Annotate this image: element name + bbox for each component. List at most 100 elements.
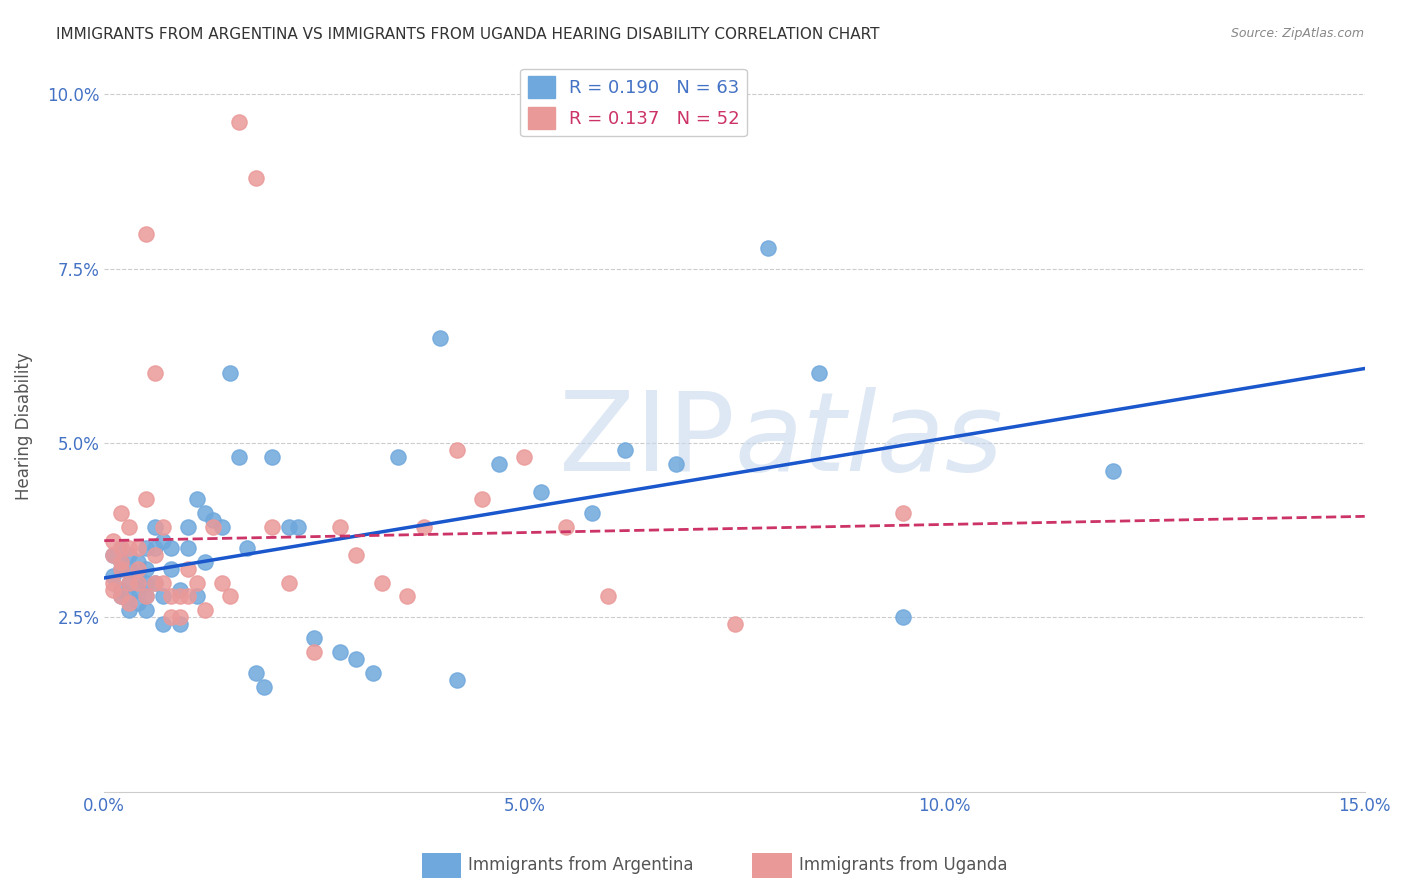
Text: ZIP: ZIP [558,387,734,494]
Point [110,590,132,604]
Point [118,603,141,617]
Point [110,506,132,520]
Text: Source: ZipAtlas.com: Source: ZipAtlas.com [1230,27,1364,40]
Point [891,506,914,520]
Legend: R = 0.190   N = 63, R = 0.137   N = 52: R = 0.190 N = 63, R = 0.137 N = 52 [520,69,747,136]
Point [891,610,914,624]
Point [202,520,225,534]
Point [160,610,183,624]
Point [143,367,166,381]
Point [488,457,510,471]
Point [118,541,141,555]
Point [177,561,200,575]
Point [361,666,384,681]
Text: atlas: atlas [734,387,1002,494]
Point [513,450,536,464]
Point [152,520,174,534]
Point [395,590,418,604]
Point [1101,464,1123,478]
Point [177,520,200,534]
Point [344,652,367,666]
Point [160,561,183,575]
Point [471,491,494,506]
Text: Immigrants from Uganda: Immigrants from Uganda [799,856,1007,874]
Y-axis label: Hearing Disability: Hearing Disability [15,351,32,500]
Point [245,171,267,186]
Point [598,590,620,604]
Point [412,520,434,534]
Point [143,520,166,534]
Point [328,645,350,659]
Point [101,575,124,590]
Point [228,115,250,129]
Point [614,443,637,458]
Point [135,561,157,575]
Point [278,520,301,534]
Point [328,520,350,534]
Point [194,506,217,520]
Point [211,520,233,534]
Point [118,597,141,611]
Point [110,590,132,604]
Point [135,541,157,555]
Point [253,680,276,694]
Point [194,555,217,569]
Point [194,603,217,617]
Point [152,590,174,604]
Point [135,575,157,590]
Point [236,541,259,555]
Point [169,610,191,624]
Point [152,617,174,632]
Point [555,520,578,534]
Point [186,491,208,506]
Point [530,484,553,499]
Point [118,520,141,534]
Point [110,541,132,555]
Point [387,450,409,464]
Point [127,597,149,611]
Point [101,568,124,582]
Point [101,582,124,597]
Point [118,590,141,604]
Point [110,582,132,597]
Point [186,590,208,604]
Point [110,561,132,575]
Point [135,590,157,604]
Point [127,575,149,590]
Point [118,561,141,575]
Point [169,582,191,597]
Point [135,227,157,241]
Point [152,533,174,548]
Point [756,241,779,255]
Point [278,575,301,590]
Point [177,541,200,555]
Point [228,450,250,464]
Point [101,533,124,548]
Point [429,331,451,345]
Point [219,367,242,381]
Point [219,590,242,604]
Point [370,575,392,590]
Point [127,541,149,555]
Point [101,548,124,562]
Text: IMMIGRANTS FROM ARGENTINA VS IMMIGRANTS FROM UGANDA HEARING DISABILITY CORRELATI: IMMIGRANTS FROM ARGENTINA VS IMMIGRANTS … [56,27,880,42]
Point [262,450,284,464]
Point [446,443,468,458]
Point [127,561,149,575]
Point [211,575,233,590]
Point [143,541,166,555]
Point [169,590,191,604]
Point [143,575,166,590]
Point [135,491,157,506]
Point [177,590,200,604]
Point [446,673,468,687]
Point [110,561,132,575]
Point [118,548,141,562]
Point [202,513,225,527]
Point [581,506,603,520]
Point [262,520,284,534]
Point [135,603,157,617]
Point [304,632,326,646]
Point [287,520,309,534]
Point [118,575,141,590]
